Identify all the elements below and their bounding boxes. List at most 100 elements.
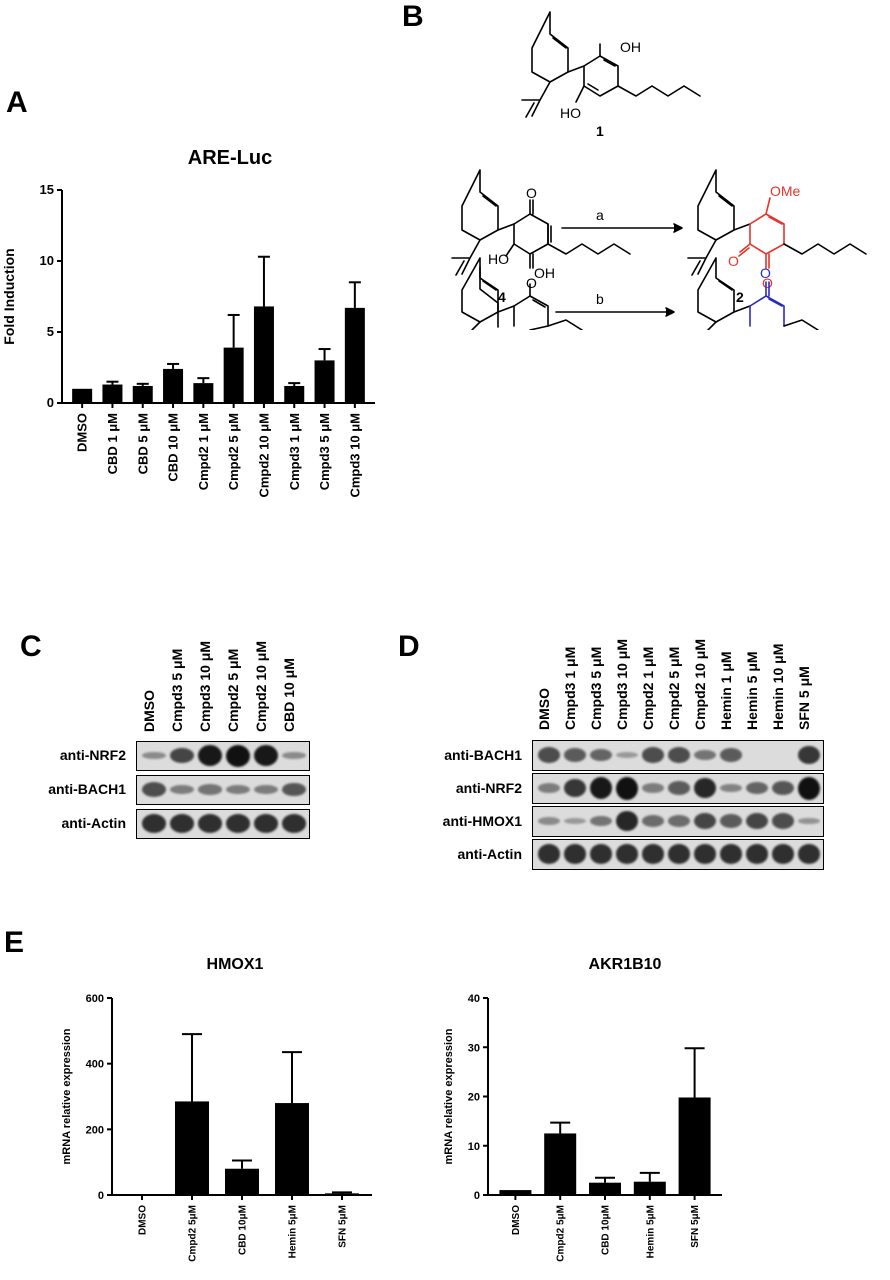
bar-2 [225, 1168, 259, 1195]
band-3-7 [720, 844, 742, 864]
y-tick-label: 10 [468, 1141, 480, 1153]
band-1-0 [142, 782, 166, 797]
lane-label-3: Cmpd2 5 μM [225, 648, 241, 732]
band-2-1 [564, 818, 586, 824]
band-3-10 [798, 844, 820, 864]
band-1-3 [616, 776, 638, 800]
band-0-3 [226, 744, 250, 767]
band-1-3 [226, 784, 250, 795]
bar-0 [72, 388, 93, 403]
bar-2 [132, 385, 153, 403]
chart-e-akr1b10: 0 10 20 30 40 mRNA relative expression DMSO Cmp… [443, 993, 722, 1262]
bar-9 [344, 307, 365, 403]
lane-label-5: Cmpd2 5 μM [666, 646, 682, 730]
category-label-4: Cmpd2 1 μM [196, 413, 211, 490]
compound-label-1: 1 [596, 123, 604, 139]
band-1-5 [282, 782, 306, 797]
bar-1 [102, 384, 123, 403]
band-3-2 [590, 844, 612, 864]
bar-5 [223, 347, 244, 403]
band-2-5 [282, 814, 306, 833]
y-tick-label: 15 [40, 182, 54, 197]
category-label-2: CBD 10μM [601, 1205, 612, 1255]
atom-ho-4: HO [488, 251, 509, 267]
band-2-2 [198, 814, 222, 833]
blot-row-label-2: anti-Actin [61, 815, 126, 831]
bar-4 [325, 1193, 359, 1195]
blot-row-label-0: anti-NRF2 [59, 747, 126, 763]
y-tick-label: 30 [468, 1042, 480, 1054]
bar-1 [175, 1101, 209, 1195]
band-3-8 [746, 844, 768, 864]
y-tick-label: 10 [40, 253, 54, 268]
category-label-0: DMSO [138, 1205, 149, 1235]
y-tick-label: 200 [86, 1124, 104, 1136]
band-1-7 [720, 783, 742, 793]
lane-label-5: CBD 10 μM [281, 658, 297, 732]
band-0-1 [170, 747, 194, 764]
band-1-10 [798, 776, 820, 800]
y-axis-label: mRNA relative expression [443, 1028, 455, 1164]
band-2-8 [746, 812, 768, 830]
bar-3 [633, 1181, 666, 1195]
band-3-4 [642, 844, 664, 864]
band-0-3 [616, 752, 638, 758]
category-label-1: Cmpd2 5μM [188, 1205, 199, 1262]
y-axis-label: Fold Induction [1, 248, 17, 344]
band-2-2 [590, 815, 612, 827]
chart-a-are-luc: 0 5 10 15 Fold Induction DMSO CBD 1 μM CBD 5 μM… [1, 182, 375, 498]
category-label-1: CBD 1 μM [105, 413, 120, 474]
band-2-4 [642, 815, 664, 827]
bar-8 [314, 360, 335, 403]
panel-label-c: C [20, 630, 42, 663]
band-0-5 [282, 751, 306, 760]
bar-2 [589, 1182, 621, 1195]
y-tick-label: 0 [98, 1190, 104, 1202]
blot-strip-3 [532, 839, 824, 870]
atom-ome-2: OMe [770, 183, 801, 199]
lane-label-7: Hemin 1 μM [718, 651, 734, 730]
y-tick-label: 0 [47, 395, 54, 410]
band-0-5 [668, 747, 690, 763]
category-label-3: Hemin 5μM [288, 1205, 299, 1258]
blot-strip-0 [136, 741, 310, 771]
arrow-label-a: a [596, 207, 604, 223]
blot-row-label-0: anti-BACH1 [444, 746, 522, 763]
category-label-5: Cmpd2 5 μM [226, 413, 241, 490]
y-axis-label: mRNA relative expression [61, 1028, 73, 1164]
arrow-b-head [665, 307, 675, 317]
blot-strip-2 [532, 806, 824, 837]
category-label-4: SFN 5μM [338, 1205, 349, 1248]
band-1-2 [198, 784, 222, 795]
bar-4 [678, 1097, 711, 1195]
band-2-0 [142, 814, 166, 833]
band-2-4 [254, 814, 278, 833]
lane-label-4: Cmpd2 1 μM [640, 646, 656, 730]
band-2-10 [798, 817, 820, 825]
blot-strip-1 [136, 775, 310, 805]
lane-label-9: Hemin 10 μM [770, 643, 786, 730]
y-tick-label: 0 [474, 1190, 480, 1202]
category-label-0: DMSO [511, 1205, 522, 1235]
panel-label-b: B [402, 0, 424, 33]
lane-label-1: Cmpd3 1 μM [562, 646, 578, 730]
compound-label-2: 2 [736, 289, 744, 305]
scheme-compounds-5-3-bottom [400, 320, 890, 330]
band-1-1 [170, 784, 194, 795]
blot-row-label-2: anti-HMOX1 [442, 812, 522, 829]
category-label-1: Cmpd2 5μM [556, 1205, 567, 1262]
y-tick-label: 40 [468, 993, 480, 1005]
chart-a-title: ARE-Luc [187, 147, 273, 169]
lane-label-2: Cmpd3 5 μM [588, 646, 604, 730]
band-0-0 [538, 747, 560, 763]
lane-label-0: DMSO [141, 690, 157, 732]
atom-o-4a: O [526, 185, 537, 201]
band-0-2 [590, 748, 612, 762]
band-1-8 [746, 781, 768, 795]
band-2-7 [720, 814, 742, 828]
band-1-4 [642, 783, 664, 793]
chart-e-hmox1: 0 200 400 600 mRNA relative expression DMSO Cm… [61, 993, 372, 1262]
band-0-4 [254, 744, 278, 767]
panel-label-d: D [398, 630, 420, 663]
compound-label-4: 4 [498, 289, 506, 305]
